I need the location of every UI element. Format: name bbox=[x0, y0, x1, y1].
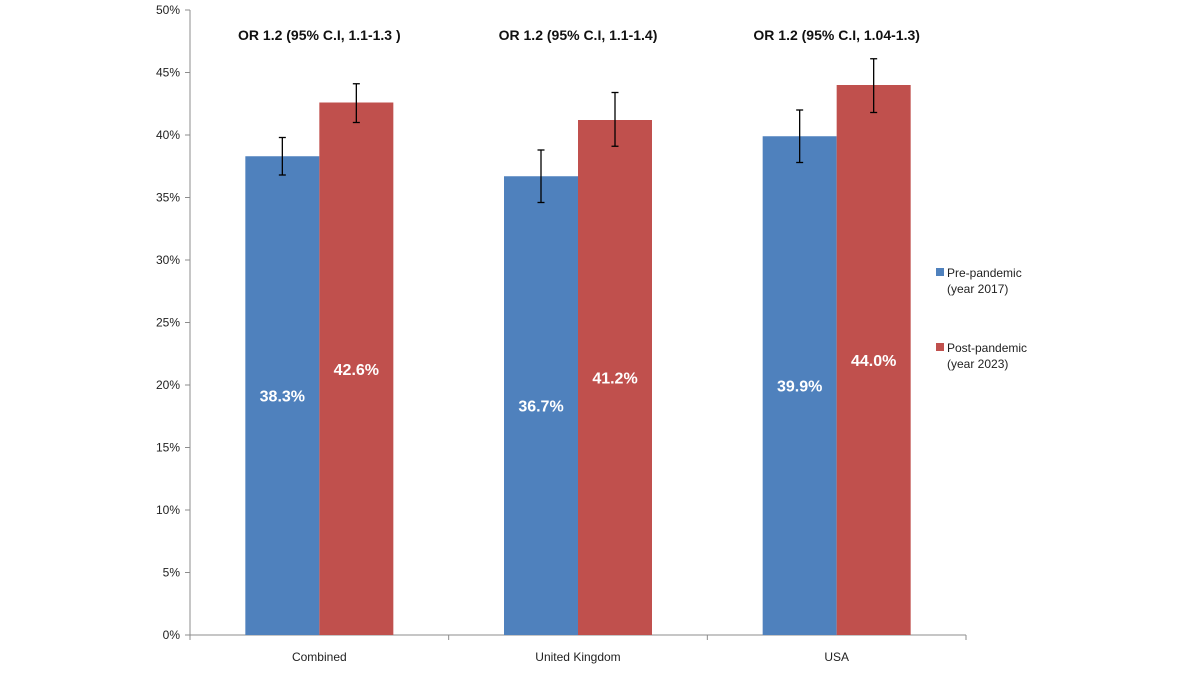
y-tick-label: 15% bbox=[156, 441, 180, 455]
data-label: 38.3% bbox=[260, 389, 305, 406]
bar-pre-2 bbox=[762, 136, 837, 635]
odds-ratio-label: OR 1.2 (95% C.I, 1.1-1.4) bbox=[499, 27, 658, 43]
y-tick-label: 35% bbox=[156, 191, 180, 205]
legend-swatch-pre bbox=[936, 268, 944, 276]
legend-label: (year 2017) bbox=[947, 282, 1008, 296]
x-category-label: Combined bbox=[292, 650, 347, 664]
y-tick-label: 5% bbox=[163, 566, 181, 580]
y-tick-label: 40% bbox=[156, 128, 180, 142]
x-category-label: United Kingdom bbox=[535, 650, 620, 664]
data-label: 42.6% bbox=[334, 362, 379, 379]
bars bbox=[245, 85, 911, 635]
odds-ratio-label: OR 1.2 (95% C.I, 1.1-1.3 ) bbox=[238, 27, 401, 43]
bar-post-2 bbox=[836, 85, 911, 635]
bar-post-0 bbox=[319, 102, 394, 635]
y-tick-label: 20% bbox=[156, 378, 180, 392]
y-tick-label: 0% bbox=[163, 628, 181, 642]
legend-label: (year 2023) bbox=[947, 357, 1008, 371]
error-bars bbox=[278, 58, 878, 204]
bar-pre-0 bbox=[245, 156, 320, 635]
legend-swatch-post bbox=[936, 343, 944, 351]
y-axis: 0% 5% 10% 15% 20% 25% 30% 35% 40% 45% 50% bbox=[156, 3, 191, 642]
y-tick-label: 10% bbox=[156, 503, 180, 517]
odds-ratio-annotations: OR 1.2 (95% C.I, 1.1-1.3 ) OR 1.2 (95% C.… bbox=[238, 27, 920, 43]
bar-post-1 bbox=[578, 120, 652, 635]
legend: Pre-pandemic (year 2017) Post-pandemic (yea… bbox=[936, 266, 1027, 371]
data-label: 44.0% bbox=[851, 353, 896, 370]
y-tick-label: 30% bbox=[156, 253, 180, 267]
data-labels: 38.3% 42.6% 36.7% 41.2% 39.9% 44.0% bbox=[260, 353, 897, 416]
y-tick-label: 50% bbox=[156, 3, 180, 17]
legend-label: Post-pandemic bbox=[947, 341, 1027, 355]
data-label: 39.9% bbox=[777, 379, 822, 396]
odds-ratio-label: OR 1.2 (95% C.I, 1.04-1.3) bbox=[753, 27, 920, 43]
x-category-label: USA bbox=[824, 650, 849, 664]
y-tick-label: 45% bbox=[156, 66, 180, 80]
x-axis: Combined United Kingdom USA bbox=[189, 634, 967, 664]
data-label: 41.2% bbox=[592, 371, 637, 388]
y-tick-label: 25% bbox=[156, 316, 180, 330]
legend-label: Pre-pandemic bbox=[947, 266, 1022, 280]
data-label: 36.7% bbox=[518, 399, 563, 416]
bar-pre-1 bbox=[504, 176, 578, 635]
